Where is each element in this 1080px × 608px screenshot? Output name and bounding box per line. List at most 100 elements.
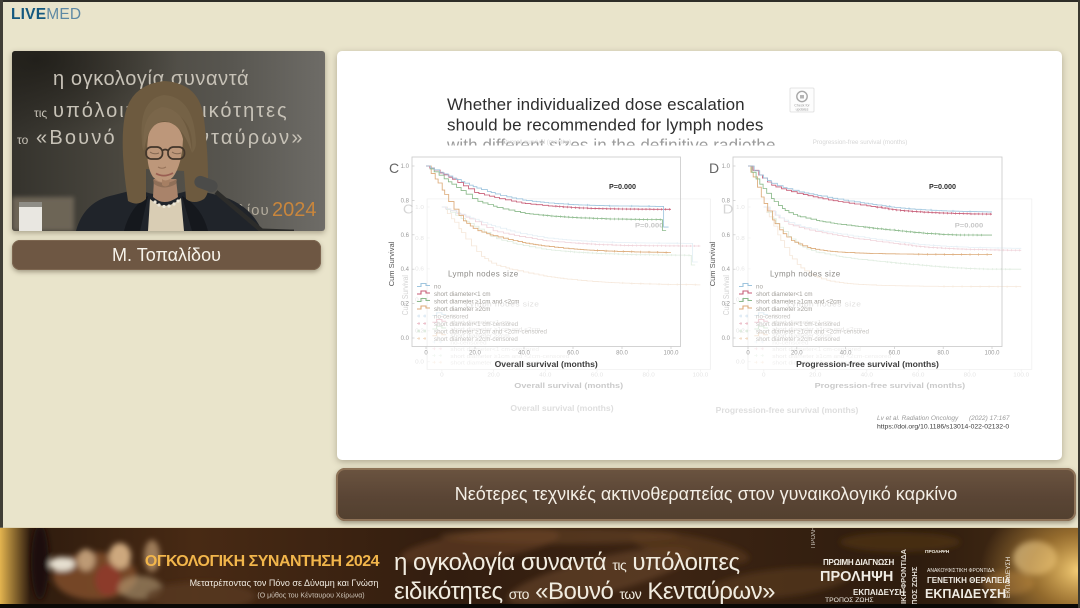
svg-text:ΠΡΟΛΗΨΗ: ΠΡΟΛΗΨΗ (811, 528, 817, 548)
svg-text:Cum Survival: Cum Survival (401, 275, 411, 315)
svg-text:1.0: 1.0 (401, 164, 410, 170)
svg-text:Lymph nodes size: Lymph nodes size (770, 270, 841, 279)
svg-text:no-censored: no-censored (434, 314, 469, 321)
svg-text:short diameter ≥1cm and <2cm: short diameter ≥1cm and <2cm (434, 299, 519, 306)
svg-text:https://doi.org/10.1186/s13014: https://doi.org/10.1186/s13014-022-02132… (877, 424, 1009, 431)
svg-text:short diameter ≥1cm and <2cm: short diameter ≥1cm and <2cm (450, 327, 540, 333)
svg-text:0: 0 (424, 351, 428, 357)
svg-text:Overall survival (months): Overall survival (months) (510, 403, 613, 413)
svg-text:20.0: 20.0 (809, 373, 822, 379)
svg-text:short diameter ≥1cm and <2cm-c: short diameter ≥1cm and <2cm-censored (756, 329, 869, 336)
svg-text:Lymph nodes size: Lymph nodes size (448, 270, 519, 279)
svg-text:0.6: 0.6 (722, 233, 731, 239)
svg-text:short diameter<1 cm-censored: short diameter<1 cm-censored (756, 321, 841, 328)
svg-text:short diameter ≥1cm and <2cm-c: short diameter ≥1cm and <2cm-censored (434, 329, 547, 336)
svg-text:short diameter<1 cm-censored: short diameter<1 cm-censored (434, 321, 519, 328)
svg-text:80.0: 80.0 (964, 373, 977, 379)
svg-text:0.4: 0.4 (722, 267, 731, 273)
svg-text:η ογκολογία συναντά τις υπόλοι: η ογκολογία συναντά τις υπόλοιπες (394, 549, 740, 576)
svg-text:0: 0 (440, 373, 444, 379)
svg-text:1.0: 1.0 (736, 205, 746, 211)
svg-text:0.8: 0.8 (722, 198, 731, 204)
svg-text:ΕΚΠΑΙΔΕΥΣΗ: ΕΚΠΑΙΔΕΥΣΗ (925, 587, 1006, 601)
svg-text:(2022) 17:167: (2022) 17:167 (969, 415, 1010, 422)
svg-text:D: D (709, 160, 719, 176)
svg-text:no: no (450, 314, 458, 320)
svg-text:P=0.000: P=0.000 (609, 182, 636, 191)
svg-text:Whether individualized dose es: Whether individualized dose escalation (447, 95, 745, 114)
svg-text:60.0: 60.0 (889, 351, 901, 357)
svg-text:0.4: 0.4 (736, 298, 746, 304)
svg-text:Progression-free survival (mon: Progression-free survival (months) (796, 359, 939, 369)
svg-text:ΓΕΝΕΤΙΚΗ ΘΕΡΑΠΕΙΑ: ΓΕΝΕΤΙΚΗ ΘΕΡΑΠΕΙΑ (927, 576, 1011, 585)
svg-text:20.0: 20.0 (469, 351, 481, 357)
svg-text:0.2: 0.2 (415, 329, 424, 335)
svg-text:Overall survival (months): Overall survival (months) (514, 381, 623, 390)
svg-text:short diameter<1 cm-censored: short diameter<1 cm-censored (450, 348, 539, 354)
svg-text:Μετατρέποντας τον Πόνο σε Δύνα: Μετατρέποντας τον Πόνο σε Δύναμη και Γνώ… (190, 578, 379, 588)
svg-text:60.0: 60.0 (591, 373, 604, 379)
svg-text:80.0: 80.0 (643, 373, 656, 379)
svg-text:ΕΚΠΑΙΔΕΥΣΗ: ΕΚΠΑΙΔΕΥΣΗ (853, 588, 905, 597)
svg-text:Overall survival (months): Overall survival (months) (495, 359, 598, 369)
svg-text:0.6: 0.6 (415, 267, 425, 273)
svg-text:0.0: 0.0 (415, 360, 425, 366)
svg-text:20.0: 20.0 (791, 351, 803, 357)
svg-text:short diameter ≥1cm and <2cm-c: short diameter ≥1cm and <2cm-censored (772, 354, 891, 360)
svg-text:ΑΝΑΚΟΥΦΙΣΤΙΚΗ ΦΡΟΝΤΙΔΑ: ΑΝΑΚΟΥΦΙΣΤΙΚΗ ΦΡΟΝΤΙΔΑ (927, 568, 995, 574)
svg-text:το: το (17, 133, 29, 147)
svg-text:40.0: 40.0 (518, 351, 530, 357)
svg-text:ΠΡΟΛΗΨΗ: ΠΡΟΛΗΨΗ (820, 569, 893, 585)
svg-text:Lymph nodes size: Lymph nodes size (465, 300, 539, 308)
svg-text:P=0.000: P=0.000 (929, 182, 956, 191)
svg-text:0.0: 0.0 (722, 336, 731, 342)
svg-text:no: no (772, 314, 780, 320)
svg-text:Check for: Check for (794, 104, 810, 108)
svg-text:0.0: 0.0 (401, 336, 410, 342)
svg-text:80.0: 80.0 (937, 351, 949, 357)
svg-text:short diameter ≥2cm: short diameter ≥2cm (450, 334, 509, 340)
svg-text:0.4: 0.4 (401, 267, 410, 273)
svg-text:60.0: 60.0 (912, 373, 925, 379)
svg-text:short diameter ≥2cm-censored: short diameter ≥2cm-censored (434, 336, 518, 343)
svg-text:0.6: 0.6 (401, 233, 410, 239)
svg-text:short diameter ≥2cm: short diameter ≥2cm (772, 334, 831, 340)
svg-text:updates: updates (796, 108, 809, 112)
svg-text:no-censored: no-censored (450, 341, 486, 347)
svg-text:100.0: 100.0 (984, 351, 1000, 357)
svg-text:should be recommended for lymp: should be recommended for lymph nodes (447, 115, 764, 134)
svg-text:Progression-free survival (mon: Progression-free survival (months) (813, 139, 908, 146)
svg-text:0.0: 0.0 (736, 360, 746, 366)
svg-text:Cum Survival: Cum Survival (721, 275, 731, 315)
svg-text:80.0: 80.0 (616, 351, 628, 357)
svg-text:Cum Survival: Cum Survival (387, 241, 396, 286)
svg-text:0.8: 0.8 (415, 236, 425, 242)
svg-text:0.8: 0.8 (401, 198, 410, 204)
svg-text:no-censored: no-censored (756, 314, 791, 321)
svg-text:ΠΡΩΙΜΗ ΔΙΑΓΝΩΣΗ: ΠΡΩΙΜΗ ΔΙΑΓΝΩΣΗ (823, 558, 894, 567)
svg-text:no: no (434, 284, 441, 291)
svg-text:1.0: 1.0 (415, 205, 425, 211)
svg-text:C: C (389, 160, 399, 176)
svg-text:with different sizes in the de: with different sizes in the definitive r… (446, 136, 776, 155)
svg-text:short diameter ≥1cm and <2cm: short diameter ≥1cm and <2cm (772, 327, 862, 333)
svg-text:short diameter<1 cm-censored: short diameter<1 cm-censored (772, 348, 861, 354)
svg-text:0.4: 0.4 (415, 298, 425, 304)
svg-text:Lymph nodes size: Lymph nodes size (787, 300, 861, 308)
svg-text:ΠΡΟΛΗΨΗ: ΠΡΟΛΗΨΗ (925, 549, 950, 555)
svg-text:short diameter ≥1cm and <2cm: short diameter ≥1cm and <2cm (756, 299, 841, 306)
svg-text:short diameter<1 cm: short diameter<1 cm (756, 291, 813, 298)
svg-text:Cum Survival: Cum Survival (708, 241, 717, 286)
svg-text:0.8: 0.8 (736, 236, 746, 242)
svg-text:short diameter ≥2cm: short diameter ≥2cm (434, 306, 490, 313)
svg-text:40.0: 40.0 (861, 373, 874, 379)
svg-text:0.2: 0.2 (401, 302, 410, 308)
svg-text:Overall survival (months): Overall survival (months) (503, 139, 571, 146)
svg-text:ΠΟΣ ΖΩΗΣ: ΠΟΣ ΖΩΗΣ (910, 566, 919, 604)
svg-text:(Ο μύθος του Κένταυρου Χείρωνα: (Ο μύθος του Κένταυρου Χείρωνα) (257, 592, 364, 600)
svg-text:short diameter<1 cm: short diameter<1 cm (450, 321, 510, 327)
svg-text:60.0: 60.0 (567, 351, 579, 357)
svg-text:40.0: 40.0 (840, 351, 852, 357)
svg-text:2024: 2024 (272, 199, 317, 221)
svg-text:short diameter<1 cm: short diameter<1 cm (434, 291, 491, 298)
